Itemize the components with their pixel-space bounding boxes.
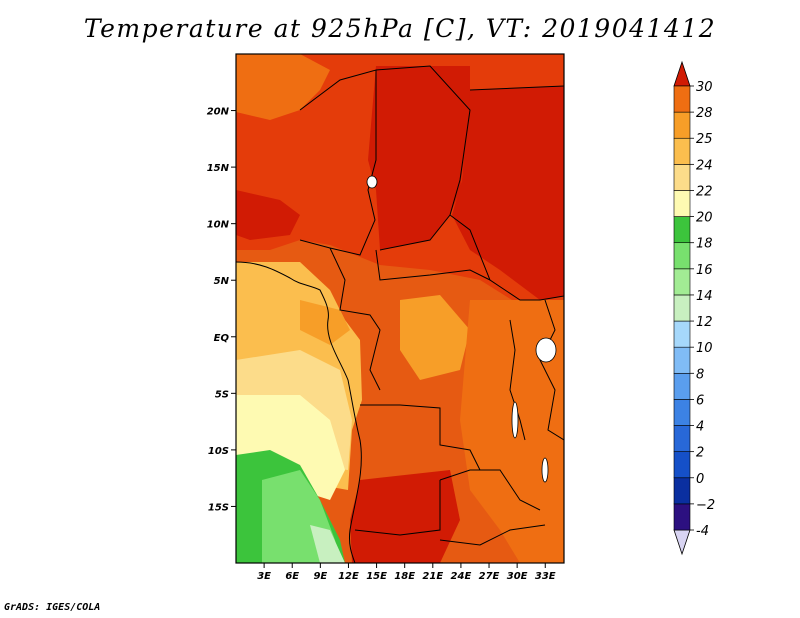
lake-tanganyika <box>511 401 519 439</box>
lake-victoria <box>535 337 557 363</box>
colorbar-label: -4 <box>696 524 709 539</box>
colorbar-segment <box>673 137 691 165</box>
colorbar-label: 18 <box>696 237 713 252</box>
colorbar-segment <box>673 190 691 217</box>
border-great-lakes <box>509 319 526 441</box>
lon-tick-label: 18E <box>394 571 415 582</box>
colorbar-segment <box>673 346 691 374</box>
lakes <box>366 175 557 483</box>
colorbar-label: 2 <box>696 446 704 461</box>
lat-tick-label: 10S <box>208 446 229 457</box>
border-caprivi <box>439 524 546 546</box>
colorbar-segment <box>673 242 691 270</box>
border-car <box>375 249 491 281</box>
field-gabon-warm <box>300 300 350 345</box>
colorbar-label: 24 <box>696 158 713 173</box>
field-east-warm <box>460 300 564 563</box>
colorbar-label: 28 <box>696 106 713 121</box>
field-hot-south <box>350 470 460 563</box>
colorbar-label: −2 <box>696 498 715 513</box>
field-hottest-west <box>236 190 300 240</box>
field-congo-warm <box>400 295 470 380</box>
credit-label: GrADS: IGES/COLA <box>4 602 101 613</box>
atlantic-coastline <box>236 261 362 563</box>
chart-title: Temperature at 925hPa [C], VT: 201904141… <box>83 14 717 43</box>
field-hottest-sudan <box>452 86 564 300</box>
colorbar-segment <box>673 216 691 244</box>
border-drc-angola <box>360 404 481 471</box>
lon-tick-label: 21E <box>422 571 443 582</box>
colorbar-segment <box>673 477 691 505</box>
longitude-axis: 3E 6E 9E 12E 15E 18E 21E 24E 27E 30E 33E <box>257 563 556 582</box>
lat-tick-label: EQ <box>214 333 230 344</box>
border-niger-nigeria <box>299 69 377 256</box>
field-hottest-chad <box>368 66 470 250</box>
lat-tick-label: 5N <box>214 276 230 287</box>
border-zambia <box>439 469 541 511</box>
border-chad <box>375 65 471 251</box>
colorbar-segment <box>673 164 691 191</box>
colorbar-segment <box>673 372 691 400</box>
colorbar-label: 20 <box>696 211 713 226</box>
lake-malawi <box>541 457 549 483</box>
colorbar-label: 6 <box>696 393 704 408</box>
lake-chad <box>366 175 378 189</box>
colorbar-segment <box>673 451 691 479</box>
colorbar-label: 0 <box>696 472 704 487</box>
temperature-field <box>236 54 564 563</box>
colorbar-over-triangle <box>673 60 691 87</box>
lon-tick-label: 30E <box>507 571 528 582</box>
field-warm-nw <box>236 54 330 120</box>
colorbar-label: 12 <box>696 315 713 330</box>
colorbar-segment <box>673 294 691 322</box>
colorbar-label: 16 <box>696 263 713 278</box>
border-cameroon-congo <box>329 247 381 391</box>
colorbar-label: 25 <box>696 132 713 147</box>
colorbar-segment <box>673 111 691 139</box>
lat-tick-label: 20N <box>207 107 230 118</box>
colorbar-segment <box>673 503 691 531</box>
lat-tick-label: 15N <box>207 163 230 174</box>
border-angola-namibia <box>354 480 441 536</box>
border-sudan-south <box>449 214 564 301</box>
lon-tick-label: 6E <box>285 571 299 582</box>
colorbar-label: 8 <box>696 367 704 382</box>
border-libya-sudan <box>469 85 564 91</box>
lat-tick-label: 5S <box>215 389 229 400</box>
lon-tick-label: 33E <box>535 571 556 582</box>
lon-tick-label: 9E <box>313 571 327 582</box>
lon-tick-label: 15E <box>366 571 387 582</box>
colorbar-label: 10 <box>696 341 713 356</box>
country-borders <box>236 65 564 563</box>
lon-tick-label: 27E <box>479 571 500 582</box>
lon-tick-label: 12E <box>338 571 359 582</box>
colorbar-label: 14 <box>696 289 713 304</box>
latitude-axis: 20N 15N 10N 5N EQ 5S 10S 15S <box>207 107 236 513</box>
map-frame <box>235 53 565 564</box>
colorbar-segment <box>673 85 691 113</box>
colorbar-label: 22 <box>696 184 713 199</box>
lat-tick-label: 10N <box>207 220 230 231</box>
colorbar-segment <box>673 425 691 452</box>
field-sw-pale <box>310 525 345 563</box>
lon-tick-label: 24E <box>451 571 472 582</box>
lon-tick-label: 3E <box>257 571 271 582</box>
colorbar-segment <box>673 399 691 426</box>
border-east <box>539 299 564 441</box>
colorbar-under-triangle <box>673 529 691 556</box>
colorbar-label: 30 <box>696 80 713 95</box>
colorbar-segment <box>673 320 691 348</box>
colorbar-segment <box>673 268 691 296</box>
colorbar-label: 4 <box>696 420 704 435</box>
lat-tick-label: 15S <box>208 502 229 513</box>
